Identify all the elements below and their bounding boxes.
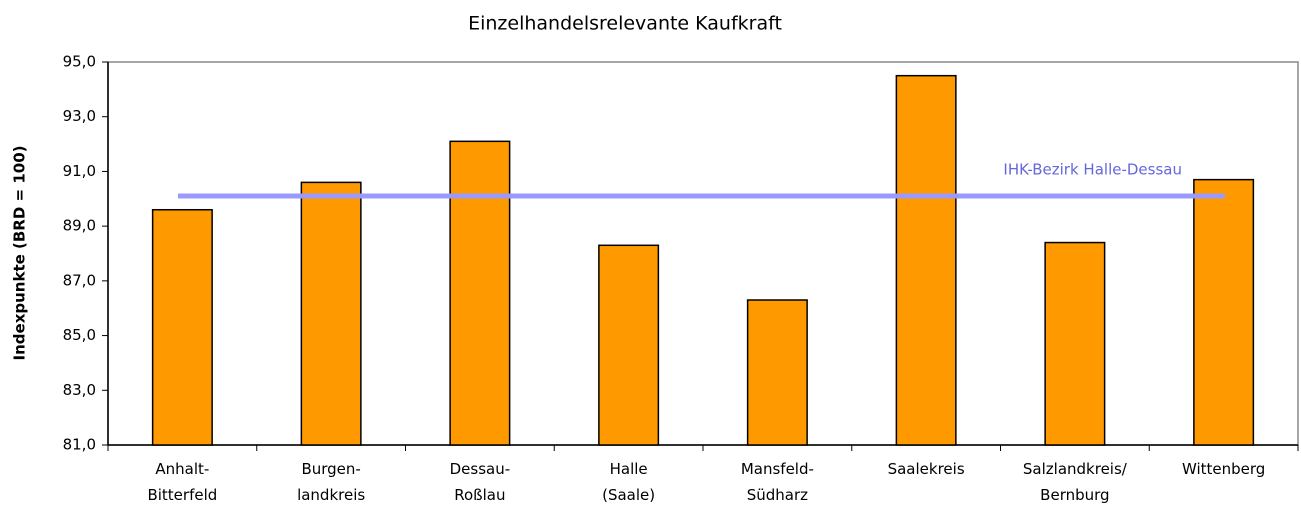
- reference-label: IHK-Bezirk Halle-Dessau: [1003, 161, 1182, 179]
- bar: [895, 74, 957, 446]
- bar: [598, 244, 660, 446]
- y-tick-label: 91,0: [63, 162, 96, 180]
- x-tick-label: Anhalt-Bitterfeld: [147, 460, 217, 504]
- bar: [300, 181, 362, 446]
- y-tick-label: 85,0: [63, 326, 96, 344]
- bar: [746, 299, 808, 446]
- bar: [1193, 178, 1255, 446]
- y-tick-label: 89,0: [63, 217, 96, 235]
- x-tick-label: Salzlandkreis/Bernburg: [1023, 460, 1128, 504]
- x-tick-label: Halle (Saale): [602, 460, 655, 504]
- bar: [449, 140, 511, 446]
- x-tick-label: Dessau-Roßlau: [450, 460, 511, 504]
- x-tick-label: Burgen-landkreis: [297, 460, 365, 504]
- bar: [151, 208, 213, 446]
- x-tick-label: Mansfeld-Südharz: [741, 460, 814, 504]
- bar: [1044, 241, 1106, 446]
- y-tick-label: 95,0: [63, 53, 96, 71]
- y-tick-label: 83,0: [63, 381, 96, 399]
- plot-area: [107, 61, 1299, 446]
- y-tick-label: 81,0: [63, 436, 96, 454]
- chart-title: Einzelhandelsrelevante Kaufkraft: [468, 13, 782, 35]
- x-tick-label: Saalekreis: [888, 460, 965, 478]
- y-tick-label: 87,0: [63, 271, 96, 289]
- y-tick-label: 93,0: [63, 107, 96, 125]
- y-axis-label: Indexpunkte (BRD = 100): [11, 146, 29, 361]
- x-tick-label: Wittenberg: [1182, 460, 1265, 478]
